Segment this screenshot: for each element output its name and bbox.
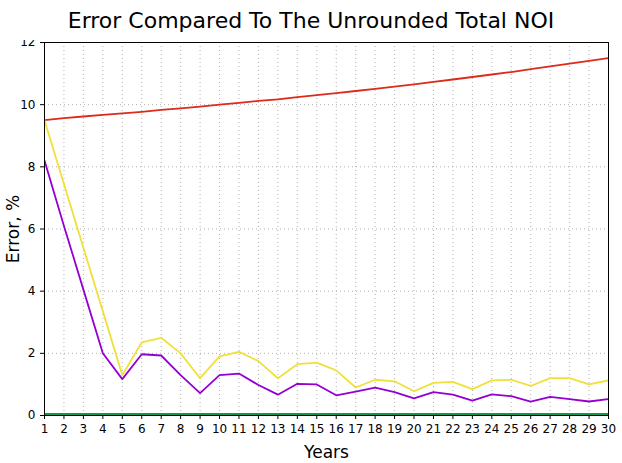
svg-text:6: 6 [138, 422, 146, 436]
svg-text:12: 12 [20, 40, 35, 49]
svg-text:9: 9 [196, 422, 204, 436]
svg-text:26: 26 [523, 422, 538, 436]
svg-text:10: 10 [20, 98, 35, 112]
svg-text:19: 19 [387, 422, 402, 436]
svg-text:22: 22 [445, 422, 460, 436]
svg-text:4: 4 [28, 284, 36, 298]
svg-text:28: 28 [562, 422, 577, 436]
svg-text:8: 8 [177, 422, 185, 436]
svg-text:24: 24 [484, 422, 499, 436]
svg-text:17: 17 [348, 422, 363, 436]
svg-text:Error, %: Error, % [3, 195, 23, 263]
svg-text:2: 2 [60, 422, 68, 436]
svg-text:8: 8 [28, 160, 36, 174]
svg-text:30: 30 [601, 422, 616, 436]
svg-text:4: 4 [99, 422, 107, 436]
svg-text:10: 10 [212, 422, 227, 436]
svg-text:7: 7 [157, 422, 165, 436]
svg-text:11: 11 [231, 422, 246, 436]
svg-text:15: 15 [309, 422, 324, 436]
svg-text:21: 21 [426, 422, 441, 436]
html-text:Error Compared To The Unrounde: Error Compared To The Unrounded Total NO… [67, 8, 555, 33]
svg-text:13: 13 [270, 422, 285, 436]
svg-text:29: 29 [581, 422, 596, 436]
svg-text:25: 25 [504, 422, 519, 436]
svg-text:Years: Years [303, 442, 349, 462]
svg-text:1: 1 [41, 422, 49, 436]
svg-text:27: 27 [543, 422, 558, 436]
svg-text:0: 0 [28, 408, 36, 422]
svg-text:16: 16 [329, 422, 344, 436]
svg-text:18: 18 [367, 422, 382, 436]
svg-text:20: 20 [406, 422, 421, 436]
svg-text:14: 14 [290, 422, 305, 436]
svg-text:2: 2 [28, 346, 36, 360]
svg-text:23: 23 [465, 422, 480, 436]
svg-text:3: 3 [80, 422, 88, 436]
svg-text:5: 5 [118, 422, 126, 436]
svg-text:6: 6 [28, 222, 36, 236]
svg-text:12: 12 [251, 422, 266, 436]
